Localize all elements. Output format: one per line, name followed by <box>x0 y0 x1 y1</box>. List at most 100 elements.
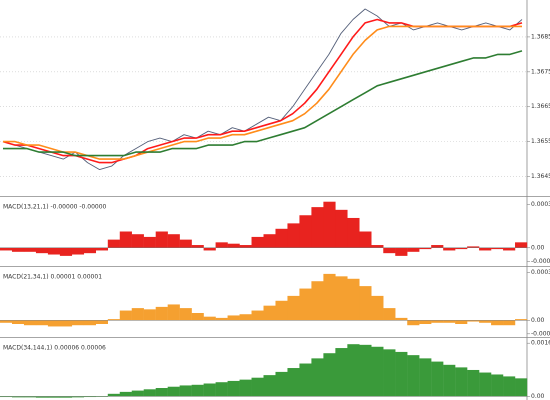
histogram-bar <box>23 320 37 326</box>
histogram-bar <box>71 247 85 255</box>
histogram-bar <box>419 247 432 250</box>
histogram-bar <box>179 239 192 248</box>
histogram-bar <box>443 247 456 251</box>
histogram-bar <box>311 207 324 248</box>
histogram-bar <box>383 308 396 321</box>
histogram-bar <box>419 320 432 324</box>
histogram-bar <box>371 245 384 248</box>
y-tick-label: 0.00032 <box>531 201 550 208</box>
histogram-bar <box>479 320 492 323</box>
histogram-bar <box>455 367 468 397</box>
histogram-bar <box>71 396 85 398</box>
histogram-bar <box>311 281 324 321</box>
histogram-bar <box>407 247 420 252</box>
histogram-bar <box>59 396 73 398</box>
histogram-bar <box>263 375 276 397</box>
histogram-bar <box>491 247 504 250</box>
histogram-bar <box>0 320 13 323</box>
histogram-bar <box>179 308 192 321</box>
histogram-bar <box>407 320 420 326</box>
histogram-bar <box>227 315 240 321</box>
histogram-bar <box>167 234 180 248</box>
histogram-bar <box>491 320 504 326</box>
histogram-bar <box>299 215 312 248</box>
histogram-bar <box>143 236 156 248</box>
histogram-bar <box>431 320 444 323</box>
histogram-bar <box>443 320 456 323</box>
y-tick-label: -0.00011 <box>531 330 550 337</box>
histogram-bar <box>515 319 528 321</box>
histogram-bar <box>239 379 252 397</box>
y-tick-label: 0.00 <box>531 317 545 324</box>
histogram-bar <box>383 247 396 254</box>
histogram-bar <box>491 374 504 397</box>
histogram-bar <box>431 361 444 397</box>
histogram-bar <box>299 363 312 397</box>
histogram-bar <box>155 306 168 321</box>
histogram-bar <box>515 378 528 397</box>
panel-title: MACD(21,34,1) 0.00001 0.00001 <box>3 274 102 281</box>
histogram-bar <box>95 320 108 324</box>
histogram-bar <box>239 245 252 248</box>
y-tick-label: 0.00039 <box>531 269 550 276</box>
histogram-bar <box>203 316 216 321</box>
histogram-bar <box>131 234 144 248</box>
histogram-bar <box>287 368 300 397</box>
histogram-bar <box>383 349 396 397</box>
histogram-bar <box>311 358 324 397</box>
histogram-bar <box>467 246 480 248</box>
histogram-bar <box>203 247 216 251</box>
histogram-bar <box>287 295 300 321</box>
panel-title: MACD(34,144,1) 0.00006 0.00006 <box>3 345 106 352</box>
histogram-bar <box>395 247 408 256</box>
y-tick-label: 0.00 <box>531 244 545 251</box>
histogram-bar <box>479 247 492 251</box>
histogram-bar <box>155 231 168 248</box>
histogram-bar <box>71 320 85 326</box>
histogram-bar <box>275 300 288 321</box>
histogram-bar <box>227 380 240 397</box>
histogram-bar <box>335 276 348 321</box>
histogram-bar <box>155 388 168 397</box>
histogram-bar <box>83 320 97 326</box>
histogram-bar <box>11 320 25 324</box>
histogram-bar <box>371 346 384 397</box>
y-tick-label: 1.3665 <box>531 103 550 110</box>
histogram-bar <box>167 304 180 321</box>
series-line <box>2 8 523 171</box>
histogram-bar <box>215 317 228 321</box>
histogram-bar <box>83 396 97 398</box>
y-tick-label: 0.00 <box>531 393 545 400</box>
panel-title: MACD(13,21,1) -0.00000 -0.00000 <box>3 204 107 211</box>
histogram-bar <box>395 317 408 321</box>
histogram-bar <box>59 320 73 327</box>
histogram-bar <box>35 396 49 398</box>
histogram-bar <box>131 308 144 321</box>
histogram-bar <box>275 371 288 397</box>
histogram-bar <box>107 239 120 248</box>
histogram-bar <box>107 393 120 397</box>
histogram-bar <box>275 228 288 248</box>
histogram-bar <box>83 247 97 254</box>
histogram-bar <box>35 320 49 326</box>
histogram-bar <box>251 236 264 248</box>
histogram-bar <box>395 351 408 397</box>
histogram-bar <box>299 288 312 321</box>
histogram-bar <box>59 247 73 256</box>
histogram-bar <box>503 320 516 326</box>
y-tick-label: 1.3685 <box>531 33 550 40</box>
histogram-bar <box>347 278 360 321</box>
histogram-bar <box>371 295 384 321</box>
histogram-bar <box>119 391 132 397</box>
histogram-bar <box>467 320 480 322</box>
y-tick-label: 1.3655 <box>531 138 550 145</box>
histogram-bar <box>359 231 372 248</box>
histogram-bar <box>323 273 336 321</box>
histogram-bar <box>251 310 264 321</box>
histogram-bar <box>191 384 204 397</box>
histogram-bar <box>407 355 420 397</box>
histogram-bar <box>119 231 132 248</box>
histogram-bar <box>503 376 516 397</box>
histogram-bar <box>347 344 360 397</box>
